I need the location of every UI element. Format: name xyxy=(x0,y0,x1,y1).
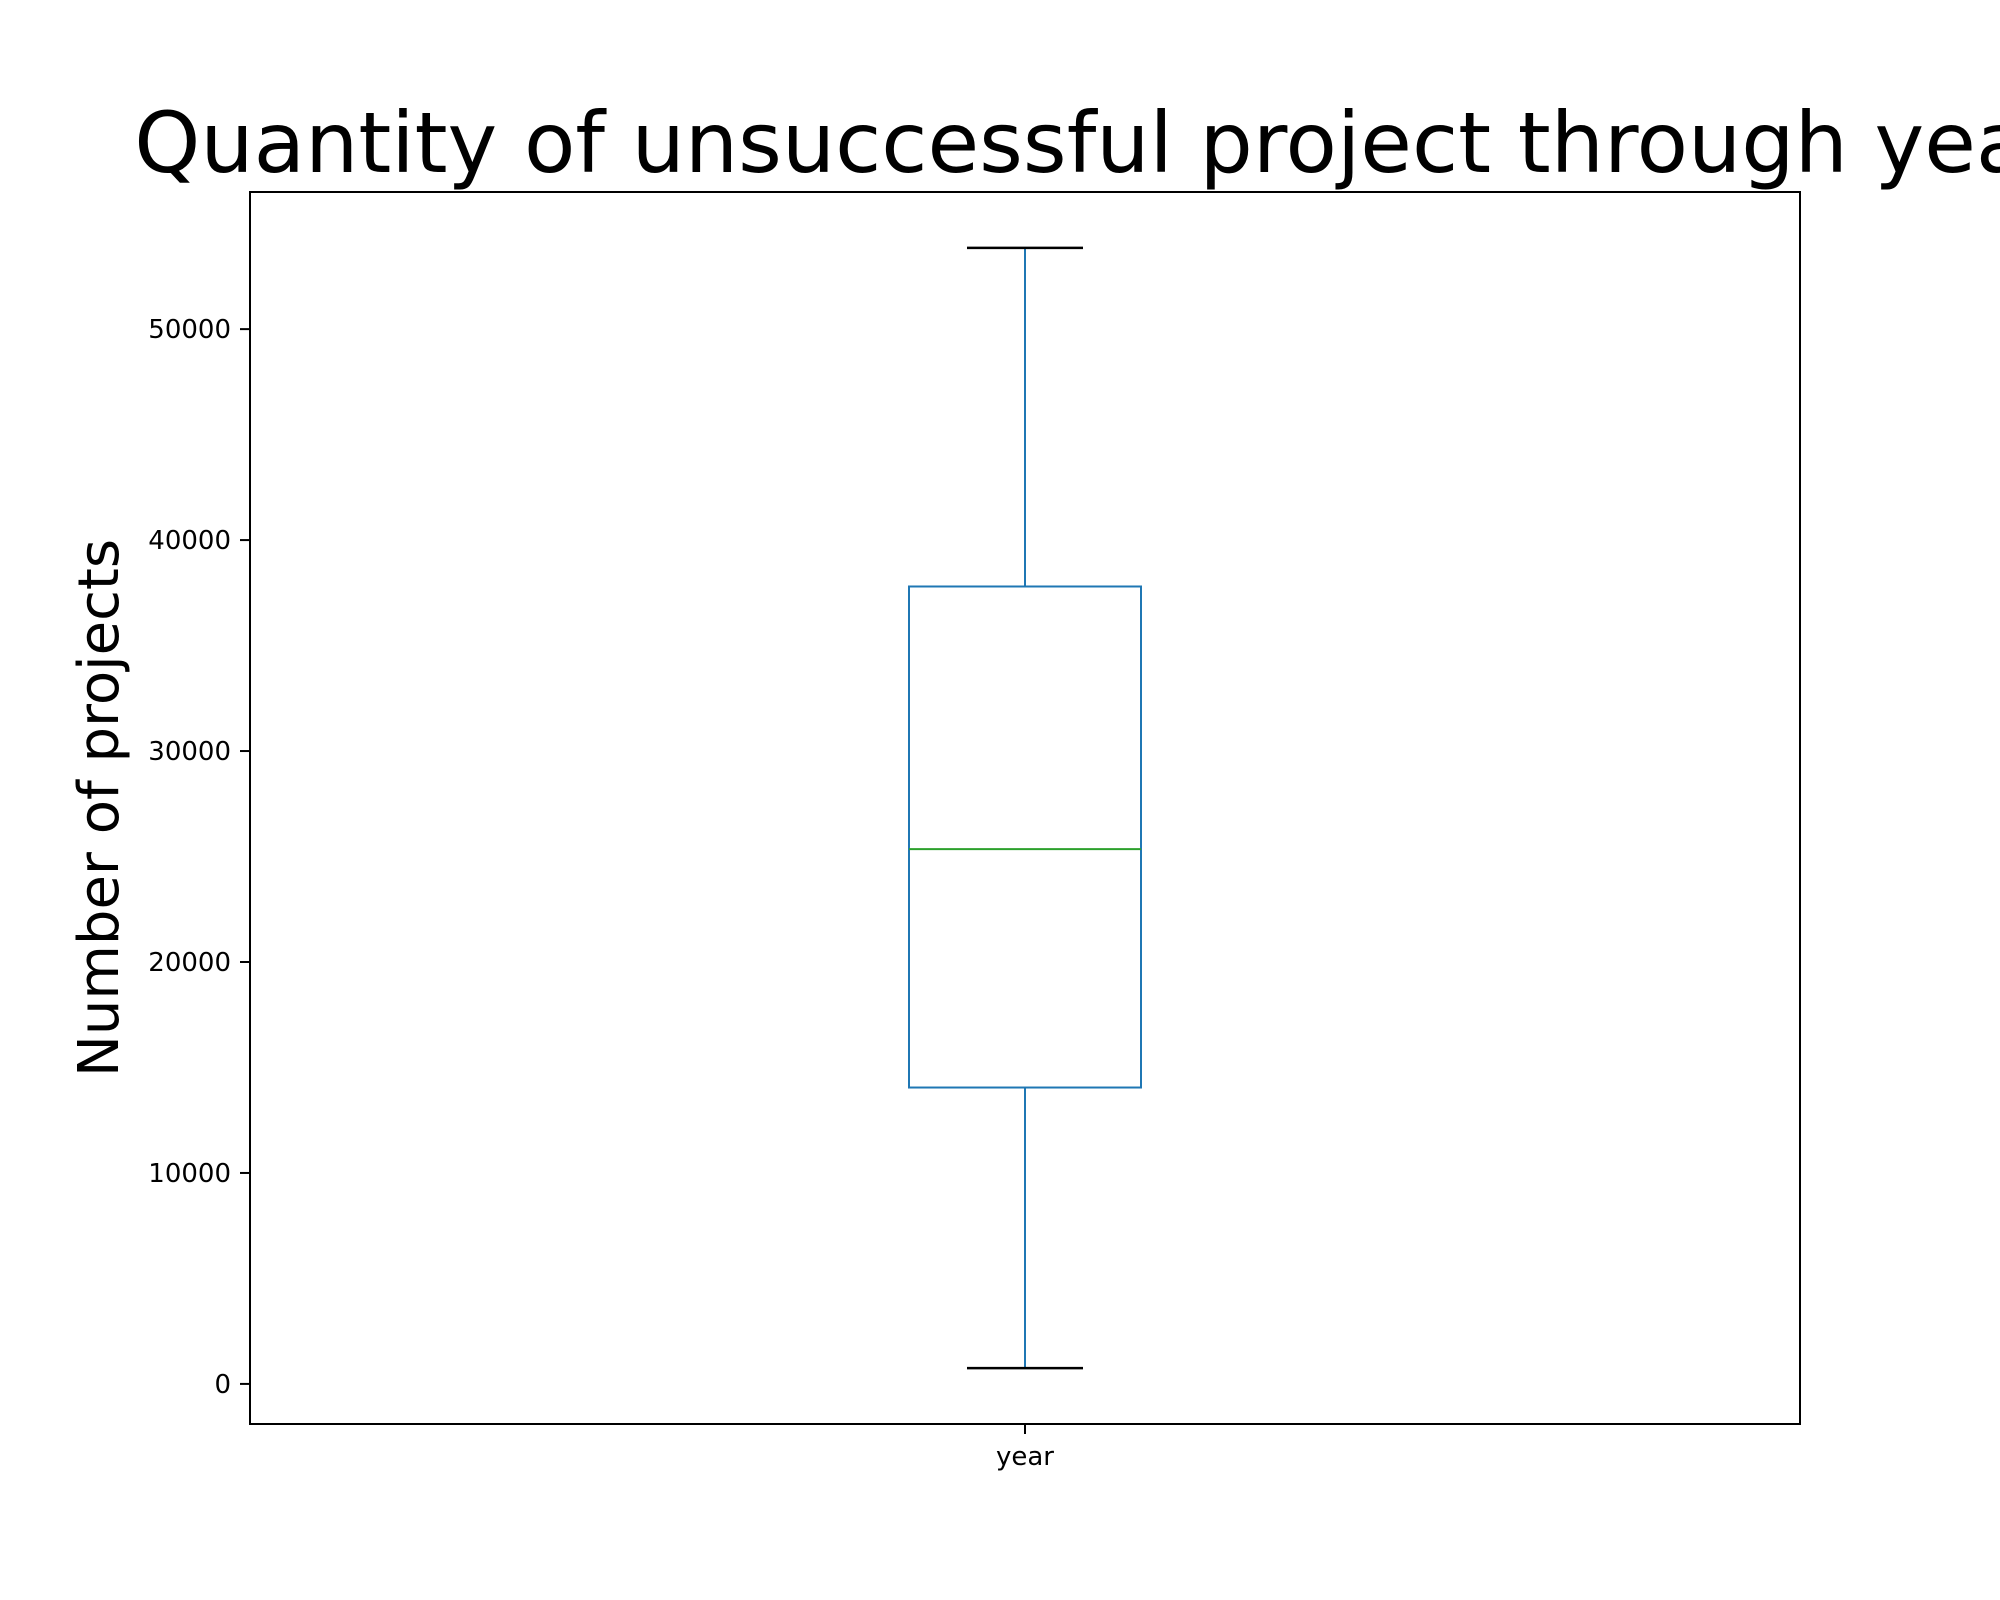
y-tick-label: 20000 xyxy=(148,948,231,978)
axes-frame xyxy=(249,191,1801,1425)
box-group xyxy=(908,246,1142,1370)
y-axis-ticks: 0 10000 20000 30000 40000 50000 xyxy=(148,315,250,1400)
y-tick-label: 40000 xyxy=(148,526,231,556)
y-tick-label: 0 xyxy=(214,1370,231,1400)
chart-title: Quantity of unsuccessful project through… xyxy=(134,94,2000,192)
y-tick-label: 10000 xyxy=(148,1159,231,1189)
box-series xyxy=(908,246,1142,1370)
x-axis-ticks: year xyxy=(996,1424,1054,1472)
y-axis-label: Number of projects xyxy=(67,539,132,1077)
interquartile-box xyxy=(908,585,1142,1089)
y-tick-label: 50000 xyxy=(148,315,231,345)
y-tick-label: 30000 xyxy=(148,737,231,767)
x-tick-label: year xyxy=(996,1442,1054,1472)
